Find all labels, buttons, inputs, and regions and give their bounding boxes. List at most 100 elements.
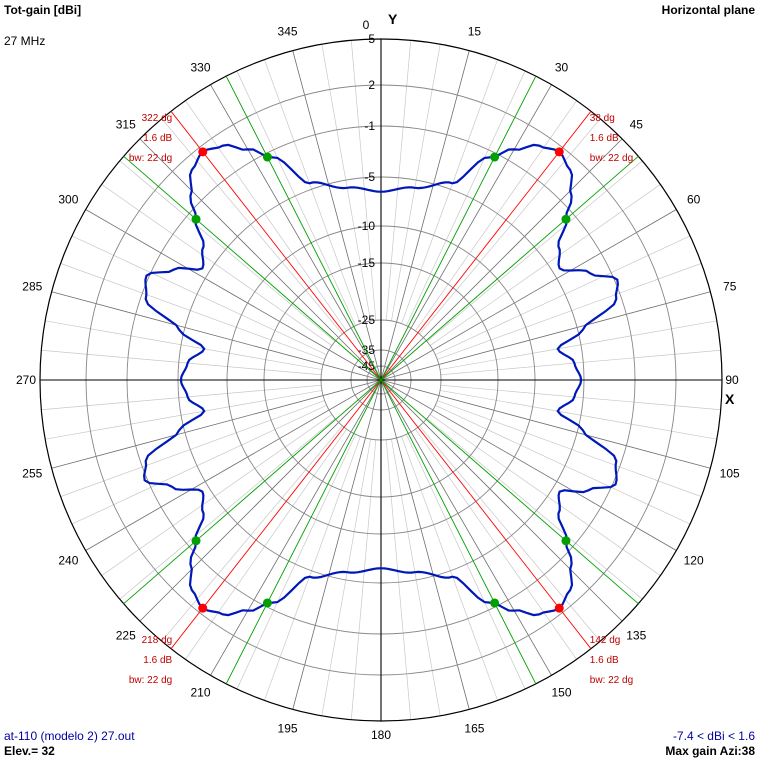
spoke-line <box>429 414 661 576</box>
spoke-line <box>45 390 322 440</box>
angle-tick-label: 135 <box>626 628 646 642</box>
angle-tick-label: 210 <box>190 686 210 700</box>
max-gain-marker <box>554 603 564 613</box>
lobe-annotation-label: 1.6 dB <box>143 133 172 144</box>
lobe-annotation-label: bw: 22 dg <box>590 153 633 164</box>
angle-tick-label: 270 <box>16 373 36 387</box>
max-gain-label: Max gain Azi:38 <box>665 744 755 758</box>
lobe-annotation-label: 142 dg <box>590 635 621 646</box>
angle-tick-label: 240 <box>58 554 78 568</box>
angle-tick-label: 90 <box>725 373 739 387</box>
x-axis-label: X <box>725 391 735 407</box>
beamwidth-marker <box>262 598 272 608</box>
spoke-line <box>415 428 577 660</box>
y-axis-label: Y <box>388 11 398 27</box>
angle-tick-label: 225 <box>116 628 136 642</box>
spoke-line <box>321 439 371 716</box>
spoke-line <box>380 379 711 469</box>
spoke-line <box>435 235 691 355</box>
spoke-line <box>60 400 325 497</box>
radial-tick-label: -1 <box>364 119 375 133</box>
lobe-annotation-label: bw: 22 dg <box>129 675 172 686</box>
beamwidth-line <box>225 75 382 381</box>
spoke-line <box>185 100 347 332</box>
spoke-line <box>85 379 382 551</box>
spoke-line <box>45 320 322 370</box>
beamwidth-marker <box>191 536 201 546</box>
lobe-annotation-label: 1.6 dB <box>143 655 172 666</box>
spoke-line <box>119 160 336 342</box>
angle-tick-label: 150 <box>551 686 571 700</box>
angle-tick-label: 60 <box>687 193 701 207</box>
spoke-line <box>440 390 717 440</box>
angle-tick-label: 165 <box>464 722 484 736</box>
beamwidth-marker <box>262 152 272 162</box>
lobe-markers <box>191 147 571 613</box>
spoke-line <box>385 439 412 720</box>
spoke-line <box>185 428 347 660</box>
spoke-line <box>440 384 721 411</box>
beamwidth-marker <box>490 152 500 162</box>
spoke-line <box>440 320 717 370</box>
radial-tick-label: -15 <box>358 256 376 270</box>
beamwidth-line <box>225 379 382 685</box>
spoke-line <box>419 118 601 335</box>
spoke-line <box>415 100 577 332</box>
beamwidth-marker <box>561 214 571 224</box>
spoke-line <box>391 44 441 321</box>
angle-tick-label: 330 <box>190 60 210 74</box>
spoke-line <box>426 160 643 342</box>
gain-pattern-line <box>142 143 620 617</box>
beamwidth-line <box>380 379 537 685</box>
radial-tick-label: 5 <box>368 32 375 46</box>
spoke-line <box>71 235 327 355</box>
spoke-line <box>210 379 382 676</box>
angle-tick-label: 30 <box>555 60 569 74</box>
max-lobe-line <box>380 379 592 649</box>
spoke-line <box>380 209 677 381</box>
elevation-label: Elev.= 32 <box>4 744 55 758</box>
angle-tick-label: 180 <box>371 728 391 742</box>
angle-tick-label: 195 <box>278 722 298 736</box>
angle-tick-labels: 0 153045607590105120135150165180195210225… <box>16 18 740 742</box>
file-name: at-110 (modelo 2) 27.out <box>4 729 135 743</box>
spoke-line <box>437 400 702 497</box>
beamwidth-line <box>123 155 382 381</box>
lobe-annotation-label: bw: 22 dg <box>129 153 172 164</box>
spoke-line <box>350 40 377 321</box>
spoke-line <box>426 418 643 600</box>
max-gain-marker <box>554 147 564 157</box>
beamwidth-line <box>123 379 382 605</box>
spoke-line <box>401 436 498 701</box>
spoke-line <box>435 405 691 525</box>
lobe-annotation-label: bw: 22 dg <box>590 675 633 686</box>
spoke-line <box>85 209 382 381</box>
lobe-annotation-label: 1.6 dB <box>590 655 619 666</box>
lobe-annotation-label: 218 dg <box>142 635 173 646</box>
angle-tick-label: 0 <box>363 18 370 32</box>
spoke-line <box>264 436 361 701</box>
spoke-line <box>71 405 327 525</box>
radial-tick-label: -45 <box>358 359 376 373</box>
radial-tick-labels: 5 2 -1 -5 -10 -15 -25 -35 -45 <box>358 32 376 373</box>
beamwidth-line <box>380 155 639 381</box>
spoke-line <box>321 44 371 321</box>
beamwidth-line <box>380 75 537 381</box>
beamwidth-marker <box>490 598 500 608</box>
lobe-annotations: 38 dg 1.6 dB bw: 22 dg 142 dg 1.6 dB bw: 22 d… <box>129 113 633 686</box>
angle-tick-label: 315 <box>116 118 136 132</box>
spoke-line <box>380 84 552 381</box>
angle-tick-label: 255 <box>22 466 42 480</box>
spoke-line <box>101 184 333 346</box>
lobe-annotation-label: 322 dg <box>142 113 173 124</box>
polar-grid <box>39 38 723 722</box>
radial-tick-label: 2 <box>368 78 375 92</box>
spoke-line <box>41 384 322 411</box>
spoke-line <box>292 50 382 381</box>
angle-tick-label: 285 <box>22 280 42 294</box>
spoke-line <box>406 70 526 326</box>
radial-tick-label: -10 <box>358 219 376 233</box>
spoke-line <box>419 425 601 642</box>
gain-range: -7.4 < dBi < 1.6 <box>672 729 755 743</box>
spoke-line <box>119 418 336 600</box>
